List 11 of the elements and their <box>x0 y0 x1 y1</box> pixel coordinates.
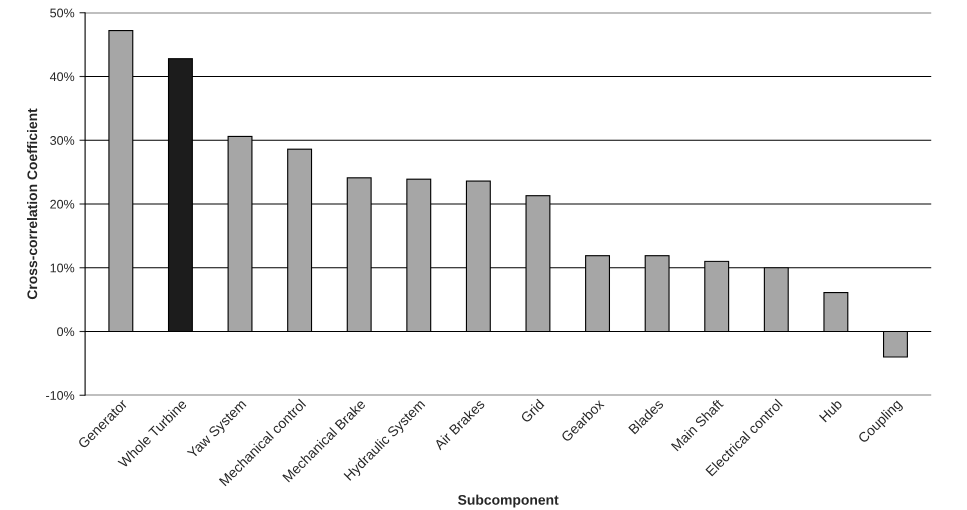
y-tick-label: 20% <box>50 200 74 209</box>
y-tick-label: 50% <box>50 8 74 18</box>
y-tick-label: 10% <box>50 264 74 272</box>
y-tick-label: 30% <box>50 136 74 145</box>
y-tick-label: 40% <box>50 72 74 82</box>
y-tick-label: 0% <box>57 327 74 336</box>
x-tick-label: Hub <box>818 398 843 422</box>
y-axis-title: Cross-correlation Coefficient <box>26 108 38 300</box>
x-axis-title: Subcomponent <box>458 494 559 508</box>
y-tick-label: -10% <box>46 391 74 400</box>
x-tick-label: Grid <box>520 398 545 424</box>
